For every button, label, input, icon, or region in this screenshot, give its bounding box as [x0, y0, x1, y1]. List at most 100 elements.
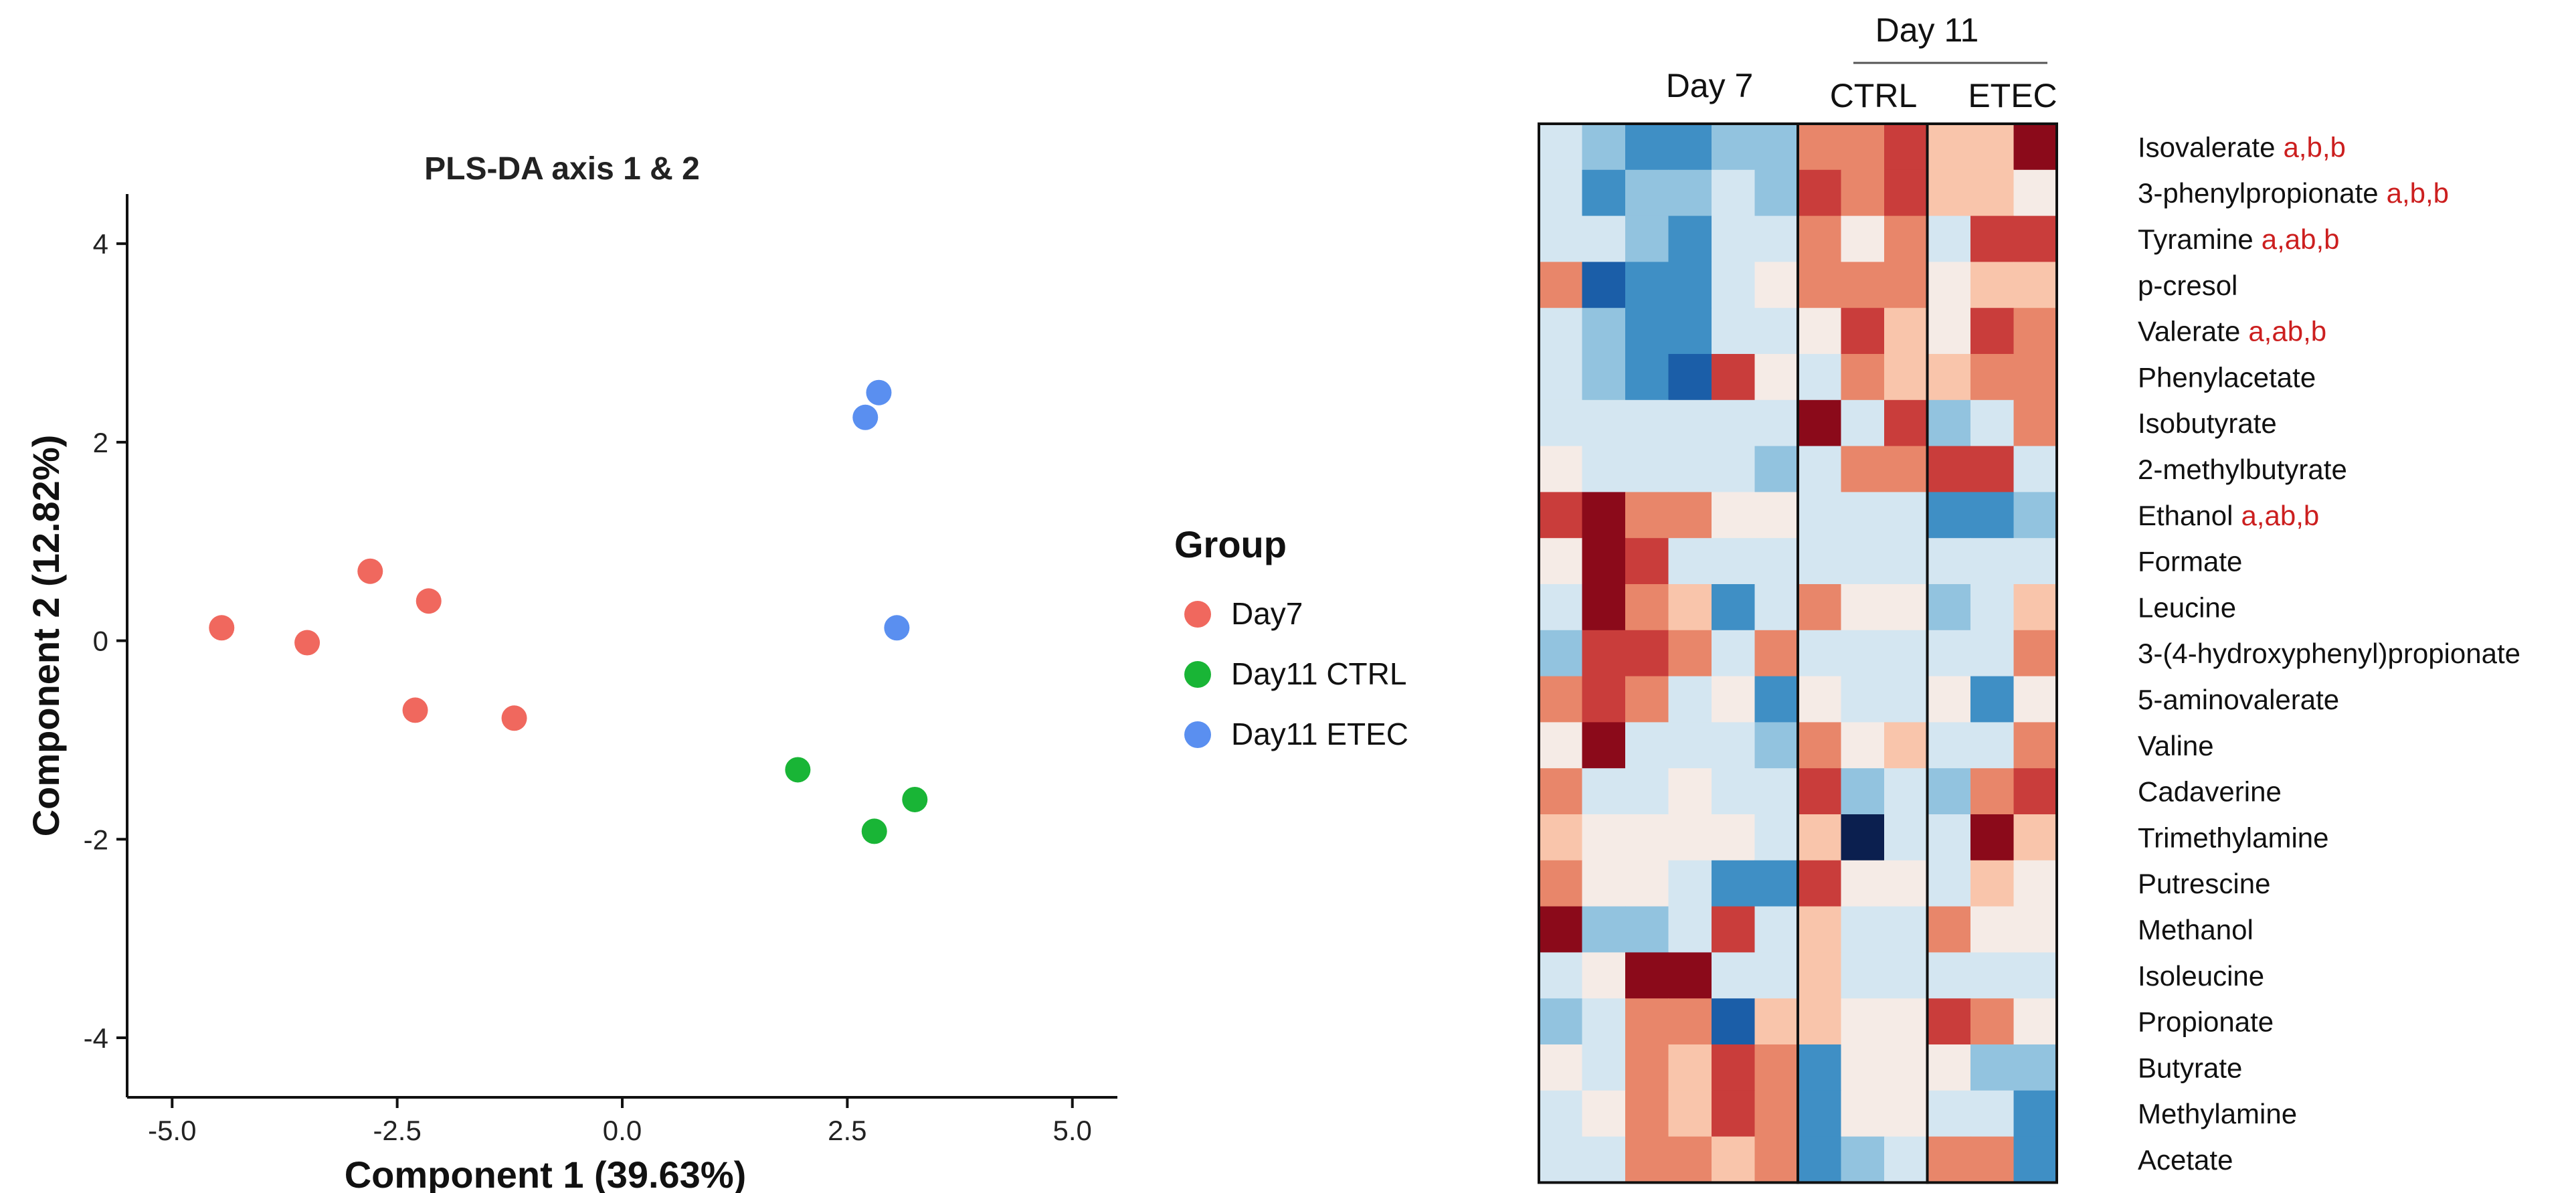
y-tick-label: -4 — [84, 1022, 108, 1054]
heatmap-cell — [1970, 584, 2015, 631]
heatmap-cell — [1754, 169, 1799, 217]
heatmap-cells — [1539, 124, 2057, 1183]
legend: Group Day7 Day11 CTRL Day11 ETEC — [1174, 523, 1408, 751]
heatmap-cell — [1625, 1090, 1669, 1137]
heatmap-cell — [1884, 215, 1928, 262]
heatmap-cell — [2013, 492, 2057, 539]
heatmap-cell — [1927, 768, 1971, 815]
heatmap-cell — [1970, 814, 2015, 861]
heatmap-cell — [1927, 630, 1971, 677]
pls-da-scatter-plot: PLS-DA axis 1 & 2 -5.0 -2.5 0.0 2.5 5.0 -4 -2 0… — [25, 151, 1117, 1193]
heatmap-cell — [1539, 124, 1583, 171]
heatmap-row-label: 2-methylbutyrate — [2138, 454, 2347, 485]
significance-label: a,b,b — [2387, 177, 2449, 209]
heatmap-cell — [1539, 814, 1583, 861]
heatmap-cell — [1841, 768, 1885, 815]
heatmap-cell — [2013, 860, 2057, 907]
heatmap-cell — [1927, 215, 1971, 262]
heatmap-cell — [1668, 952, 1712, 999]
heatmap-cell — [1970, 1044, 2015, 1091]
heatmap-cell — [1582, 492, 1626, 539]
heatmap-cell — [1582, 998, 1626, 1045]
heatmap-cell — [1754, 722, 1799, 769]
heatmap-cell — [1884, 814, 1928, 861]
heatmap-cell — [1712, 124, 1756, 171]
legend-label: Day11 CTRL — [1231, 656, 1406, 691]
heatmap-cell — [2013, 262, 2057, 308]
heatmap-cell — [1754, 446, 1799, 492]
heatmap-cell — [1884, 722, 1928, 769]
heatmap-cell — [2013, 630, 2057, 677]
heatmap-cell — [2013, 906, 2057, 953]
heatmap-cell — [1884, 354, 1928, 401]
heatmap-cell — [1970, 722, 2015, 769]
heatmap-row-label: Butyrate — [2138, 1052, 2242, 1083]
heatmap-cell — [1754, 124, 1799, 171]
heatmap-cell — [1539, 676, 1583, 723]
heatmap-cell — [1539, 584, 1583, 631]
heatmap-cell — [1582, 446, 1626, 492]
scatter-point-day11-ctrl — [861, 818, 887, 844]
heatmap-cell — [1625, 262, 1669, 308]
heatmap-row-labels: Isovalerate a,b,b 3-phenylpropionate a,b,b T… — [2138, 131, 2520, 1176]
header-ctrl: CTRL — [1830, 77, 1918, 114]
heatmap-cell — [1841, 262, 1885, 308]
heatmap-cell — [1970, 952, 2015, 999]
heatmap-cell — [1539, 768, 1583, 815]
heatmap-cell — [1841, 814, 1885, 861]
heatmap-cell — [1754, 492, 1799, 539]
heatmap-cell — [1884, 676, 1928, 723]
heatmap-cell — [1668, 308, 1712, 355]
heatmap-cell — [1582, 952, 1626, 999]
heatmap-row-label: Isovalerate a,b,b — [2138, 131, 2346, 163]
heatmap-cell — [1970, 768, 2015, 815]
heatmap-cell — [1798, 952, 1842, 999]
heatmap-cell — [1625, 768, 1669, 815]
heatmap-cell — [1712, 1136, 1756, 1183]
heatmap-cell — [1582, 906, 1626, 953]
heatmap-cell — [1970, 354, 2015, 401]
heatmap-cell — [1927, 998, 1971, 1045]
heatmap-cell — [1841, 722, 1885, 769]
heatmap-cell — [1970, 124, 2015, 171]
heatmap-row-label: Leucine — [2138, 591, 2236, 623]
scatter-point-day7 — [402, 697, 428, 723]
heatmap-row-label: p-cresol — [2138, 270, 2237, 301]
heatmap-cell — [2013, 676, 2057, 723]
heatmap-cell — [1754, 860, 1799, 907]
heatmap-cell — [1712, 860, 1756, 907]
heatmap-cell — [1712, 768, 1756, 815]
heatmap-cell — [1798, 1044, 1842, 1091]
heatmap-cell — [1927, 952, 1971, 999]
heatmap-cell — [1927, 308, 1971, 355]
heatmap-cell — [1712, 1044, 1756, 1091]
heatmap-cell — [1625, 399, 1669, 447]
legend-swatch — [1184, 601, 1211, 628]
heatmap-cell — [1582, 584, 1626, 631]
heatmap-cell — [1884, 124, 1928, 171]
heatmap-cell — [2013, 998, 2057, 1045]
heatmap-cell — [1970, 860, 2015, 907]
heatmap-cell — [1884, 538, 1928, 585]
heatmap-cell — [1712, 399, 1756, 447]
heatmap-cell — [1884, 262, 1928, 308]
heatmap-cell — [1668, 630, 1712, 677]
heatmap-cell — [1625, 124, 1669, 171]
heatmap-cell — [1798, 215, 1842, 262]
heatmap-cell — [1798, 262, 1842, 308]
heatmap-cell — [2013, 538, 2057, 585]
heatmap-cell — [1625, 538, 1669, 585]
heatmap-cell — [1970, 1136, 2015, 1183]
heatmap-cell — [1884, 998, 1928, 1045]
heatmap-cell — [1712, 630, 1756, 677]
heatmap-cell — [1841, 1090, 1885, 1137]
heatmap-cell — [1884, 169, 1928, 217]
heatmap-cell — [1582, 676, 1626, 723]
heatmap-row-label: Propionate — [2138, 1006, 2274, 1038]
legend-swatch — [1184, 721, 1211, 748]
heatmap-cell — [1712, 722, 1756, 769]
heatmap-cell — [1798, 1090, 1842, 1137]
scatter-x-axis-label: Component 1 (39.63%) — [345, 1154, 747, 1193]
heatmap-cell — [1798, 814, 1842, 861]
